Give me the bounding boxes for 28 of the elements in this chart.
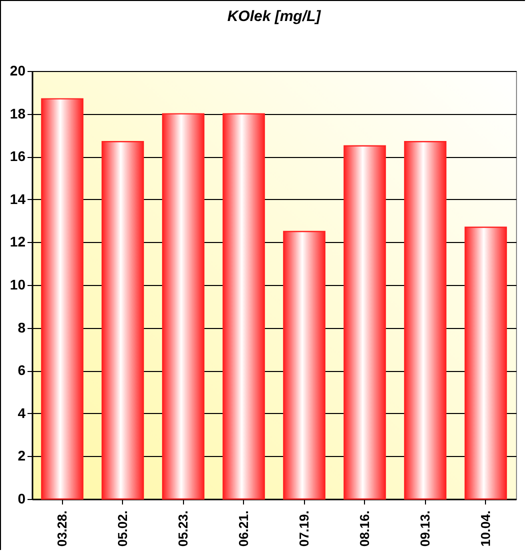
- y-tick-label: 2: [18, 448, 26, 464]
- y-tick-label: 8: [18, 319, 26, 336]
- y-tick-label: 14: [10, 190, 26, 207]
- bar: [162, 113, 204, 500]
- x-tick-label: 05.02.: [114, 510, 130, 547]
- bar: [344, 145, 386, 500]
- y-tick-label: 16: [10, 148, 26, 164]
- x-tick-label: 10.04.: [478, 510, 493, 547]
- y-tick-label: 18: [10, 105, 26, 122]
- y-tick-label: 6: [18, 362, 26, 378]
- x-tick-label: 03.28.: [54, 510, 70, 547]
- bar: [102, 141, 144, 500]
- x-tick-label: 07.19.: [296, 510, 312, 547]
- x-tick-label: 06.21.: [236, 510, 251, 547]
- chart-title: KOlek [mg/L]: [227, 8, 322, 25]
- y-tick-label: 0: [18, 490, 26, 506]
- bar: [464, 226, 507, 500]
- bar: [404, 141, 446, 500]
- y-tick-label: 4: [18, 404, 26, 421]
- bar: [41, 98, 84, 500]
- y-tick-label: 20: [10, 62, 26, 78]
- y-tick-label: 12: [10, 234, 26, 250]
- bar: [283, 230, 326, 500]
- x-tick-label: 05.23.: [175, 510, 190, 547]
- x-tick-label: 08.16.: [356, 510, 372, 547]
- y-tick-label: 10: [10, 276, 26, 292]
- bar: [222, 113, 265, 500]
- x-tick-label: 09.13.: [417, 510, 432, 547]
